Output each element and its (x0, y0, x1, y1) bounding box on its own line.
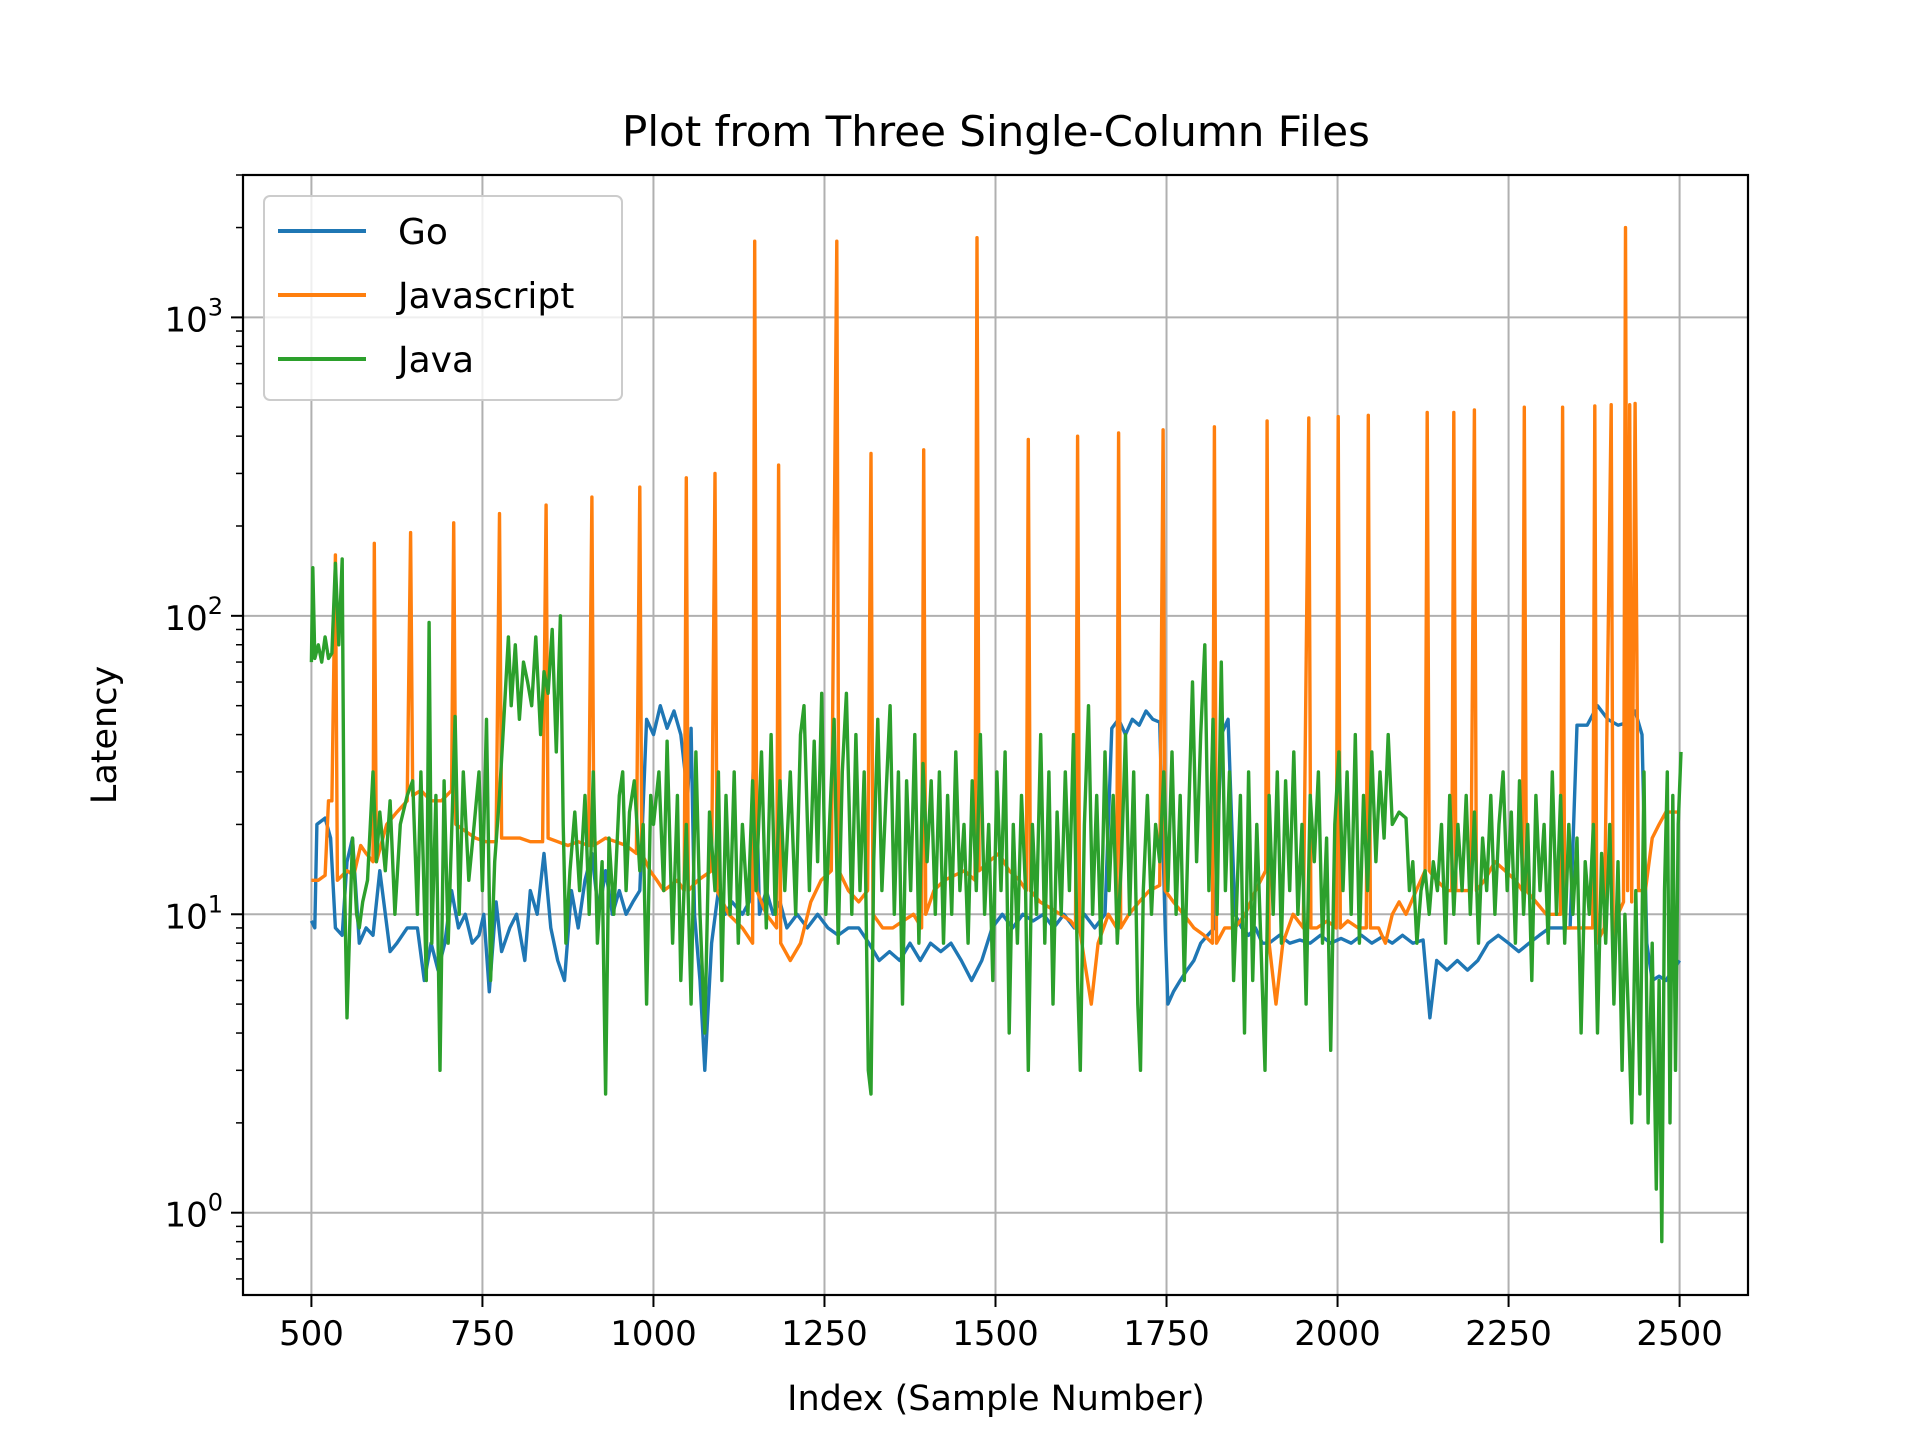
chart-title: Plot from Three Single-Column Files (622, 107, 1370, 156)
x-tick-label: 2500 (1636, 1314, 1723, 1354)
legend-label-javascript: Javascript (396, 276, 574, 317)
x-axis-label: Index (Sample Number) (787, 1379, 1205, 1419)
y-tick-base: 10 (164, 897, 207, 937)
legend-label-java: Java (396, 340, 474, 381)
legend-box (263, 195, 623, 401)
y-tick-label: 100 (164, 1189, 223, 1236)
y-tick-exponent: 0 (208, 1189, 223, 1217)
y-tick-base: 10 (164, 300, 207, 340)
legend: Go Javascript Java (263, 195, 623, 401)
x-tick-label: 750 (450, 1314, 515, 1354)
y-axis-label: Latency (85, 666, 125, 804)
series-lines (309, 225, 1683, 1244)
x-tick-label: 1500 (952, 1314, 1039, 1354)
y-tick-exponent: 2 (208, 592, 223, 620)
x-tick-label: 1750 (1123, 1314, 1210, 1354)
y-tick-label: 102 (164, 592, 223, 639)
series-line-java (309, 557, 1683, 1244)
y-tick-base: 10 (164, 1196, 207, 1236)
legend-label-go: Go (398, 212, 448, 253)
plot-area (309, 225, 1683, 1244)
y-tick-label: 101 (164, 890, 223, 937)
x-tick-label: 1000 (610, 1314, 697, 1354)
y-tick-label: 103 (164, 293, 223, 340)
x-axis-ticks: 500 750 1000 1250 1500 1750 2000 2250 2500 (279, 1295, 1723, 1354)
y-tick-exponent: 1 (208, 890, 223, 918)
series-line-go (309, 704, 1681, 1072)
x-tick-label: 1250 (781, 1314, 868, 1354)
x-tick-label: 2250 (1465, 1314, 1552, 1354)
y-tick-base: 10 (164, 599, 207, 639)
y-tick-exponent: 3 (208, 293, 223, 321)
x-tick-label: 2000 (1294, 1314, 1381, 1354)
x-tick-label: 500 (279, 1314, 344, 1354)
